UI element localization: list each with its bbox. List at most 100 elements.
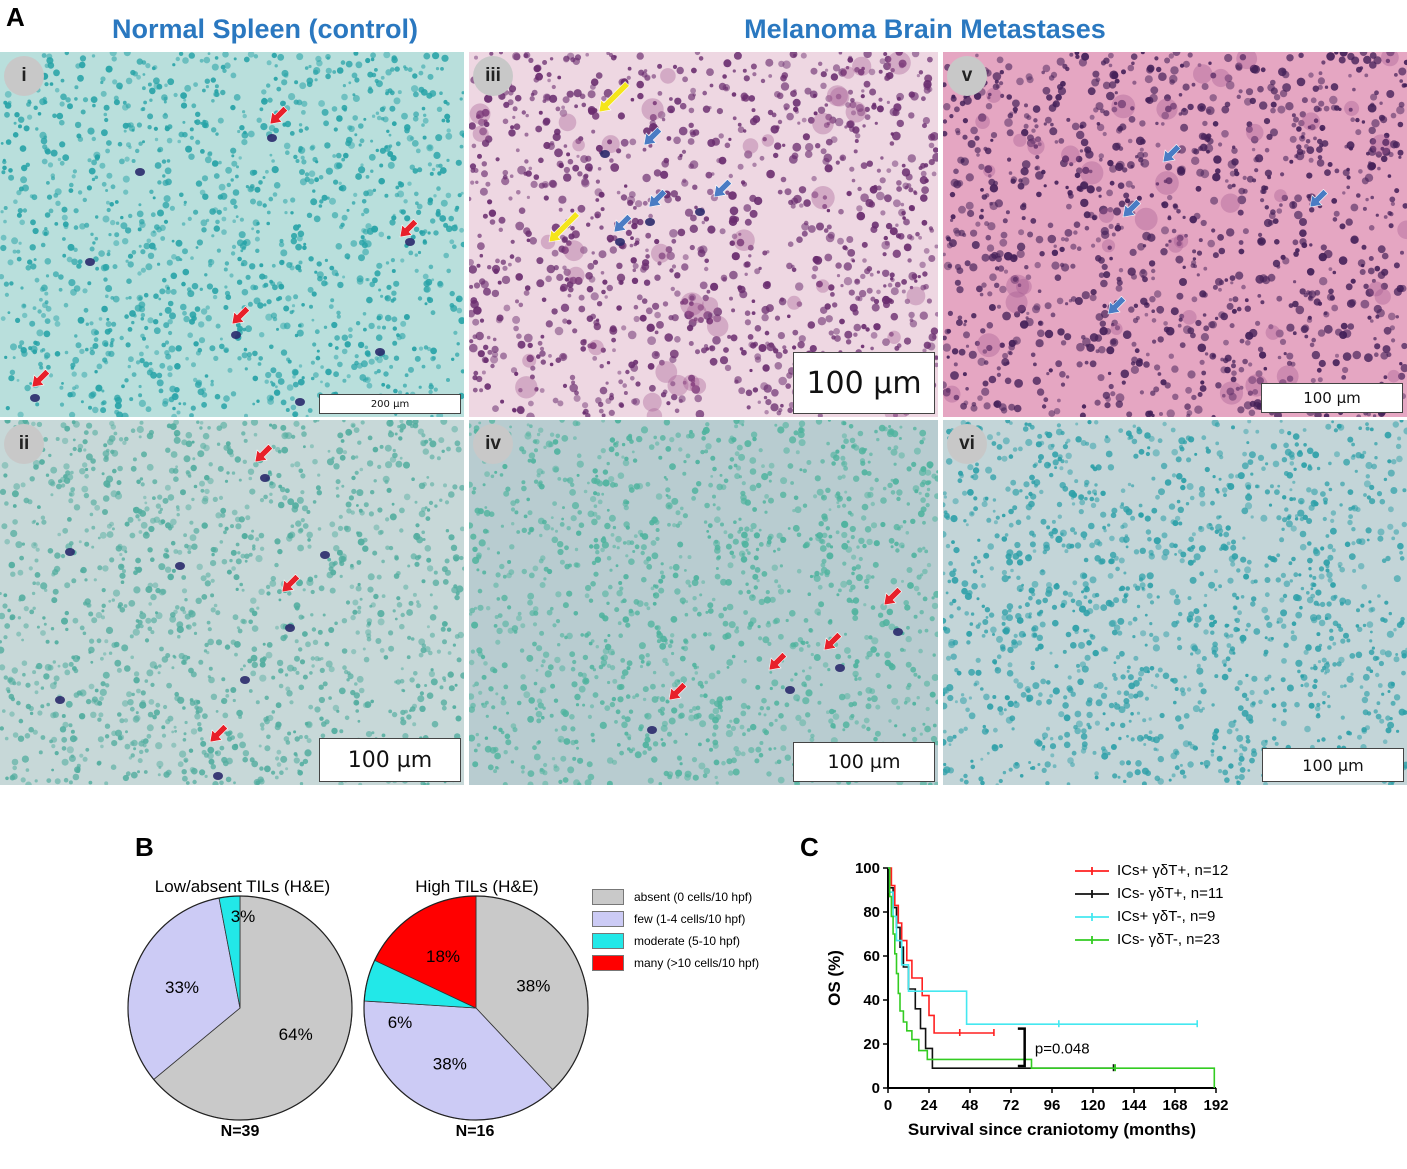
km-xtick-label: 144: [1121, 1097, 1147, 1114]
blue-arrow-icon: [713, 178, 733, 198]
pie-title-high: High TILs (H&E): [415, 877, 539, 896]
km-ytick-label: 40: [863, 992, 880, 1009]
red-arrow-icon: [768, 651, 788, 671]
red-arrow-icon: [31, 368, 51, 388]
km-ytick-label: 20: [863, 1036, 880, 1053]
legend-swatch: [592, 911, 624, 927]
micrograph-iv-image: [469, 420, 938, 785]
pie-0-label-absent: 64%: [279, 1025, 313, 1044]
legend-label: few (1-4 cells/10 hpf): [634, 912, 746, 926]
scale-bar-iii: 100 µm: [793, 352, 935, 414]
panel-letter-c: C: [800, 832, 819, 862]
micrograph-ii-image: [0, 420, 464, 785]
km-xtick-label: 72: [1003, 1097, 1020, 1114]
micrograph-vi: vi 100 µm: [943, 420, 1407, 785]
pie-1-label-moderate: 6%: [388, 1013, 413, 1032]
section-title-melanoma: Melanoma Brain Metastases: [744, 14, 1106, 44]
km-xtick-label: 48: [962, 1097, 979, 1114]
micrograph-label-v: v: [947, 56, 987, 96]
blue-arrow-icon: [1122, 198, 1142, 218]
panel-letter-b: B: [135, 832, 154, 862]
km-legend-label: ICs+ γδT-, n=9: [1117, 908, 1216, 925]
red-arrow-icon: [254, 443, 274, 463]
km-series-2: [888, 867, 1198, 1025]
km-xtick-label: 96: [1044, 1097, 1061, 1114]
micrograph-label-iii: iii: [473, 56, 513, 96]
km-ytick-label: 100: [855, 860, 880, 877]
red-arrow-icon: [823, 631, 843, 651]
blue-arrow-icon: [643, 126, 663, 146]
km-pvalue-bracket: [1017, 1027, 1026, 1068]
scale-bar-ii: 100 µm: [319, 738, 461, 782]
pie-1-label-many: 18%: [426, 947, 460, 966]
pie-title-low: Low/absent TILs (H&E): [154, 877, 331, 896]
micrograph-v: v 100 µm: [943, 52, 1407, 417]
km-series-3: [888, 867, 1216, 1088]
panel-letter-a: A: [6, 2, 25, 32]
pie-n-low: N=39: [220, 1123, 260, 1140]
micrograph-iii-image: [469, 52, 938, 417]
blue-arrow-icon: [1107, 295, 1127, 315]
scale-bar-v: 100 µm: [1261, 383, 1403, 413]
legend-swatch: [592, 933, 624, 949]
km-legend-swatch: [1075, 866, 1109, 875]
km-legend-item-0: ICs+ γδT+, n=12: [1075, 862, 1228, 879]
micrograph-i: i 200 µm: [0, 52, 464, 417]
km-ylabel: OS (%): [825, 950, 844, 1006]
pie-legend-item-many: many (>10 cells/10 hpf): [592, 955, 759, 971]
micrograph-label-i: i: [4, 56, 44, 96]
km-chart: 0 20 40 60 80 100 0 24 48 72 96 120 144 168 192 Surviva…: [825, 860, 1229, 1139]
micrograph-vi-image: [943, 420, 1407, 785]
km-legend-label: ICs- γδT-, n=23: [1117, 931, 1220, 948]
blue-arrow-icon: [1309, 188, 1329, 208]
micrograph-iii: iii 100 µm: [469, 52, 938, 417]
pie-legend-item-moderate: moderate (5-10 hpf): [592, 933, 740, 949]
pie-1-label-absent: 38%: [516, 976, 550, 995]
km-ytick-label: 80: [863, 904, 880, 921]
blue-arrow-icon: [613, 213, 633, 233]
micrograph-v-image: [943, 52, 1407, 417]
km-legend-swatch: [1075, 889, 1109, 898]
blue-arrow-icon: [1162, 143, 1182, 163]
red-arrow-icon: [209, 723, 229, 743]
micrograph-ii: ii 100 µm: [0, 420, 464, 785]
pie-legend-item-absent: absent (0 cells/10 hpf): [592, 889, 752, 905]
km-pvalue: p=0.048: [1035, 1040, 1090, 1057]
micrograph-label-iv: iv: [473, 424, 513, 464]
km-legend-item-2: ICs+ γδT-, n=9: [1075, 908, 1215, 925]
micrograph-label-ii: ii: [4, 424, 44, 464]
pie-n-high: N=16: [455, 1123, 495, 1140]
red-arrow-icon: [281, 573, 301, 593]
km-xtick-label: 192: [1203, 1097, 1228, 1114]
km-legend-swatch: [1075, 912, 1109, 921]
micrograph-i-image: [0, 52, 464, 417]
km-xtick-label: 24: [921, 1097, 938, 1114]
km-legend-label: ICs+ γδT+, n=12: [1117, 862, 1229, 879]
red-arrow-icon: [399, 218, 419, 238]
red-arrow-icon: [231, 305, 251, 325]
red-arrow-icon: [269, 105, 289, 125]
km-legend-item-1: ICs- γδT+, n=11: [1075, 885, 1223, 902]
km-legend-item-3: ICs- γδT-, n=23: [1075, 931, 1220, 948]
red-arrow-icon: [883, 586, 903, 606]
km-xtick-label: 168: [1162, 1097, 1187, 1114]
km-legend-label: ICs- γδT+, n=11: [1117, 885, 1224, 902]
scale-bar-vi: 100 µm: [1262, 748, 1404, 782]
yellow-arrow-icon: [548, 211, 580, 243]
legend-label: many (>10 cells/10 hpf): [634, 956, 760, 970]
km-series-0: [888, 867, 994, 1034]
micrograph-label-vi: vi: [947, 424, 987, 464]
legend-label: absent (0 cells/10 hpf): [634, 890, 753, 904]
legend-swatch: [592, 955, 624, 971]
km-ytick-label: 60: [863, 948, 880, 965]
pie-0-label-moderate: 3%: [231, 907, 256, 926]
legend-label: moderate (5-10 hpf): [634, 934, 741, 948]
km-legend-swatch: [1075, 935, 1109, 944]
scale-bar-iv: 100 µm: [793, 742, 935, 782]
scale-bar-i: 200 µm: [319, 394, 461, 414]
pie-1-label-few: 38%: [433, 1055, 467, 1074]
km-xlabel: Survival since craniotomy (months): [908, 1120, 1196, 1139]
km-xtick-label: 0: [884, 1097, 892, 1114]
legend-swatch: [592, 889, 624, 905]
red-arrow-icon: [668, 681, 688, 701]
